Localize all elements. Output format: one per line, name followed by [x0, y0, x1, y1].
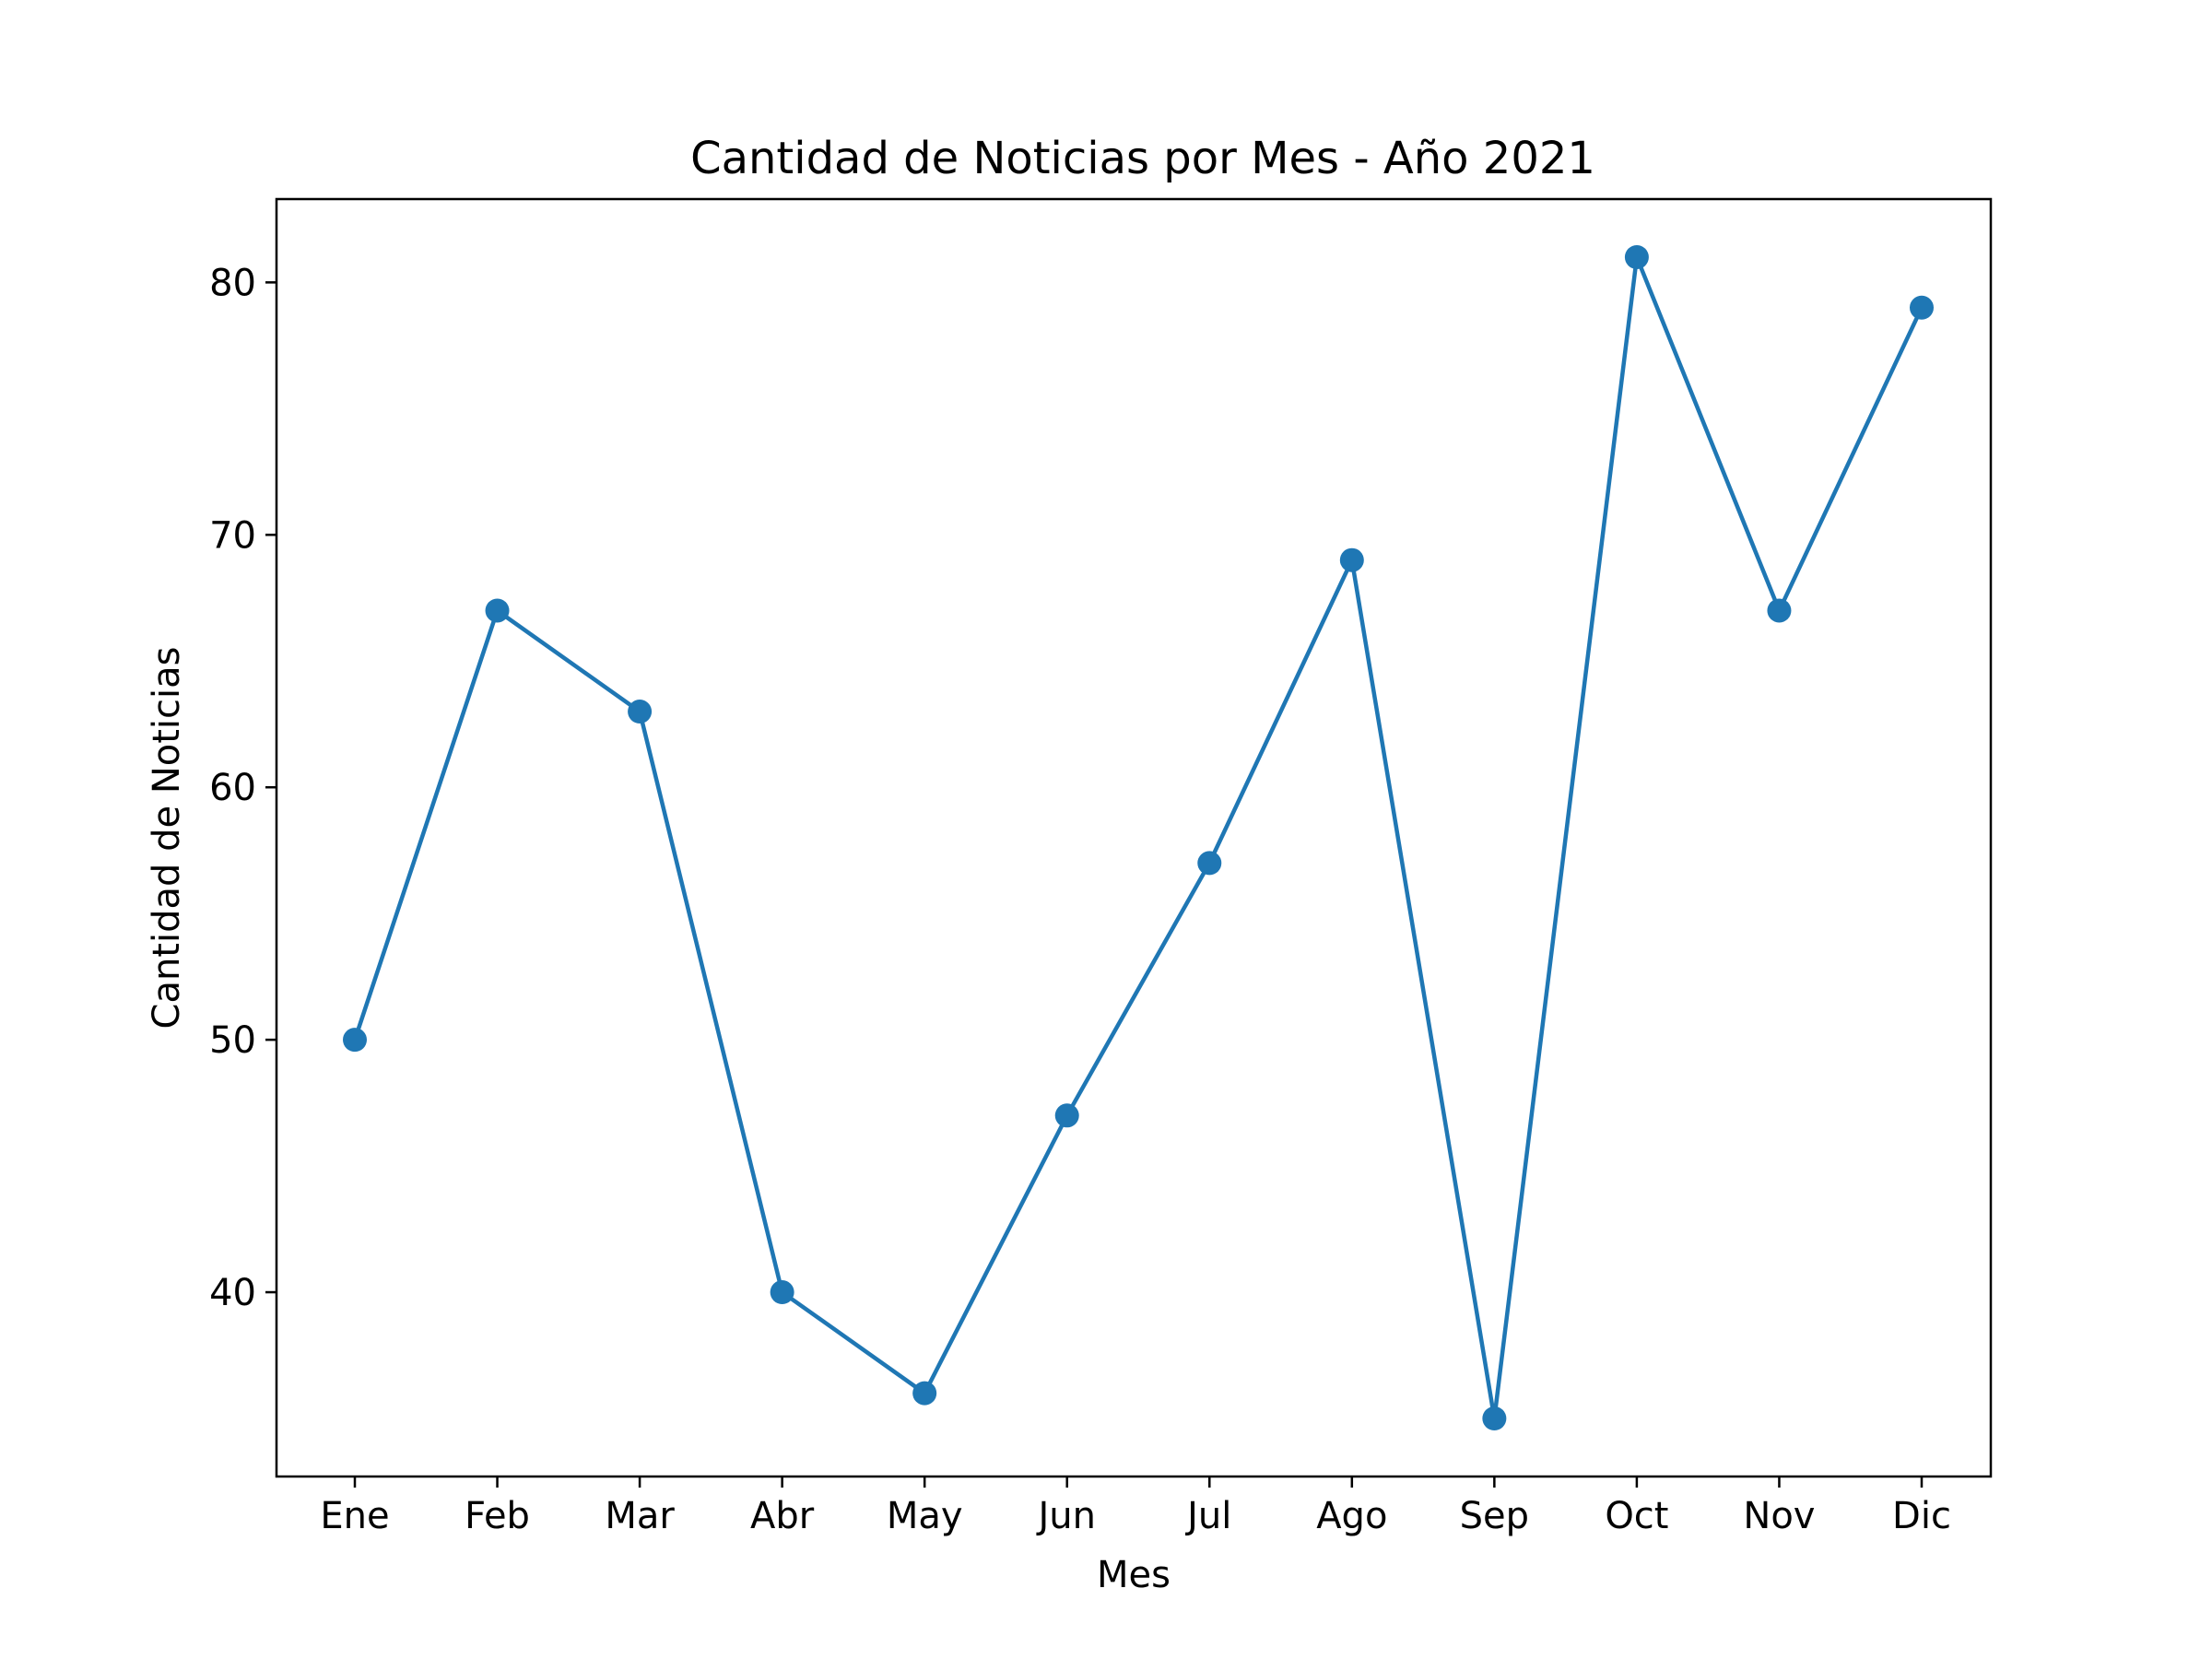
data-point	[1339, 547, 1364, 572]
y-tick-label: 60	[209, 767, 256, 809]
x-tick-label: Dic	[1892, 1495, 1951, 1537]
y-tick-label: 50	[209, 1019, 256, 1062]
x-tick-label: Feb	[465, 1495, 530, 1537]
data-point	[343, 1028, 367, 1053]
x-tick-label: Jul	[1184, 1495, 1231, 1537]
series-line	[352, 254, 1924, 1421]
data-point	[628, 700, 653, 724]
y-axis-label: Cantidad de Noticias	[146, 647, 188, 1030]
y-tick-label: 80	[209, 262, 256, 304]
x-tick-label: Jun	[1035, 1495, 1096, 1537]
data-point	[1482, 1406, 1507, 1430]
x-tick-label: May	[887, 1495, 963, 1537]
plot-frame	[275, 197, 1993, 1478]
data-point	[1197, 851, 1222, 876]
x-tick-label: Nov	[1743, 1495, 1815, 1537]
data-point	[485, 598, 510, 623]
x-axis: Ene Feb Mar Abr May Jun Jul Ago Sep Oct Nov Dic	[320, 1477, 1951, 1537]
y-axis: 40 50 60 70 80	[209, 262, 276, 1314]
x-tick-label: Oct	[1605, 1495, 1668, 1537]
data-point	[912, 1381, 937, 1406]
x-tick-label: Ene	[320, 1495, 389, 1537]
x-tick-label: Ago	[1316, 1495, 1387, 1537]
series-layer	[343, 245, 1934, 1430]
x-tick-label: Sep	[1460, 1495, 1529, 1537]
data-point	[770, 1280, 794, 1305]
x-axis-label: Mes	[1097, 1554, 1171, 1596]
chart-title: Cantidad de Noticias por Mes - Año 2021	[690, 133, 1595, 184]
x-tick-label: Abr	[750, 1495, 815, 1537]
data-point	[1624, 245, 1649, 269]
data-point	[1909, 295, 1934, 320]
x-tick-label: Mar	[605, 1495, 675, 1537]
data-point	[1767, 598, 1792, 623]
y-tick-label: 70	[209, 514, 256, 557]
data-point	[1054, 1103, 1079, 1128]
plot-area	[275, 197, 1993, 1478]
y-tick-label: 40	[209, 1272, 256, 1314]
